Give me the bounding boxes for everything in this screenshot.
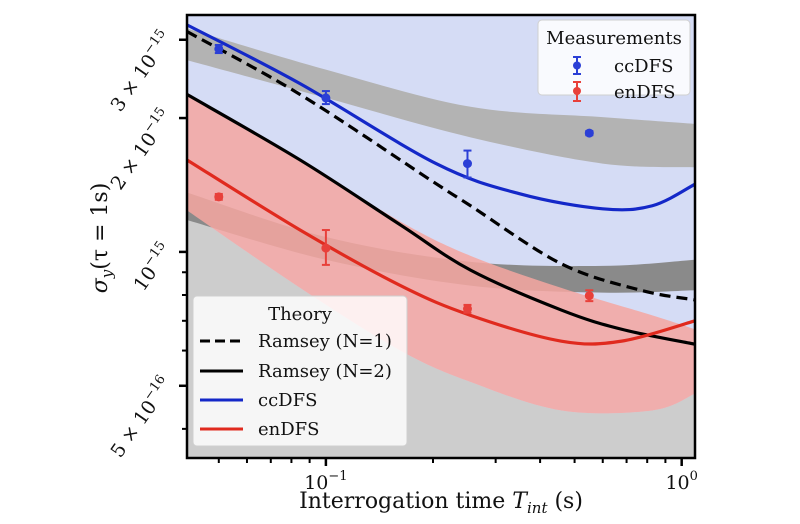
x-tick-label: 10−1 <box>304 469 347 494</box>
y-axis-label-var: σ <box>88 277 113 293</box>
legend-label-ramsey-n1: Ramsey (N=1) <box>258 331 392 352</box>
theory-legend-title: Theory <box>268 304 333 325</box>
data-marker <box>584 291 594 301</box>
ccDFS-measurement-band <box>187 28 695 168</box>
legend-entry-ccdfs-theory: ccDFS <box>200 390 317 411</box>
y-tick-label: 2 × 10−15 <box>104 105 177 194</box>
theory-line-ramsey-n-2- <box>187 93 695 346</box>
measurement-points <box>214 43 594 314</box>
point-endfs-0 <box>214 192 224 202</box>
x-axis-label-post: (s) <box>547 489 582 514</box>
x-tick-label: 100 <box>665 469 697 494</box>
x-axis-label-sub: int <box>527 499 548 517</box>
data-marker <box>321 93 331 103</box>
legend-label-ramsey-n2: Ramsey (N=2) <box>258 361 392 382</box>
legend-label-ccdfs-theory: ccDFS <box>258 390 317 411</box>
y-axis-label-post: (τ = 1s) <box>88 183 113 270</box>
data-marker <box>584 128 594 138</box>
point-ccdfs-0 <box>214 43 224 55</box>
y-axis-label: σy(τ = 1s) <box>88 183 116 294</box>
point-endfs-3 <box>584 289 594 303</box>
measurements-legend: Measurements ccDFS enDFS <box>537 19 691 103</box>
plot-frame <box>185 13 697 460</box>
legend-entry-ramsey-n1: Ramsey (N=1) <box>200 331 392 352</box>
legend-label-endfs-theory: enDFS <box>258 419 320 440</box>
data-marker <box>462 304 472 314</box>
y-tick-label: 10−15 <box>127 238 177 295</box>
legend-label-endfs: enDFS <box>614 82 676 103</box>
point-ccdfs-2 <box>462 149 472 179</box>
measurements-legend-title: Measurements <box>546 28 682 49</box>
y-axis-label-sub: y <box>98 269 116 279</box>
y-tick-label: 5 × 10−16 <box>104 372 177 461</box>
point-endfs-2 <box>462 303 472 314</box>
y-tick-label: 3 × 10−15 <box>104 26 177 115</box>
data-marker <box>214 44 224 54</box>
point-ccdfs-1 <box>321 90 331 106</box>
x-axis-label-pre: Interrogation time <box>299 489 512 514</box>
legend-label-ccdfs: ccDFS <box>614 56 673 77</box>
endfs-marker-icon <box>573 87 581 95</box>
legend-entry-ramsey-n2: Ramsey (N=2) <box>200 361 392 382</box>
theory-lines <box>187 23 695 346</box>
theory-line-endfs <box>187 158 695 346</box>
x-axis-label: Interrogation time Tint (s) <box>299 489 583 517</box>
data-marker <box>321 243 331 253</box>
point-ccdfs-3 <box>584 128 594 138</box>
theory-legend: Theory Ramsey (N=1) Ramsey (N=2) ccDFS e… <box>192 295 408 447</box>
data-marker <box>214 192 224 202</box>
x-axis-label-var: T <box>512 489 529 514</box>
legend-entry-endfs-theory: enDFS <box>200 419 320 440</box>
theory-line-ramsey-n-1- <box>187 30 695 302</box>
point-endfs-1 <box>321 229 331 266</box>
data-marker <box>462 159 472 169</box>
theory-line-ccdfs <box>187 23 695 212</box>
legend-entry-endfs: enDFS <box>573 81 676 103</box>
legend-entry-ccdfs: ccDFS <box>573 56 673 77</box>
ccdfs-marker-icon <box>573 61 581 70</box>
